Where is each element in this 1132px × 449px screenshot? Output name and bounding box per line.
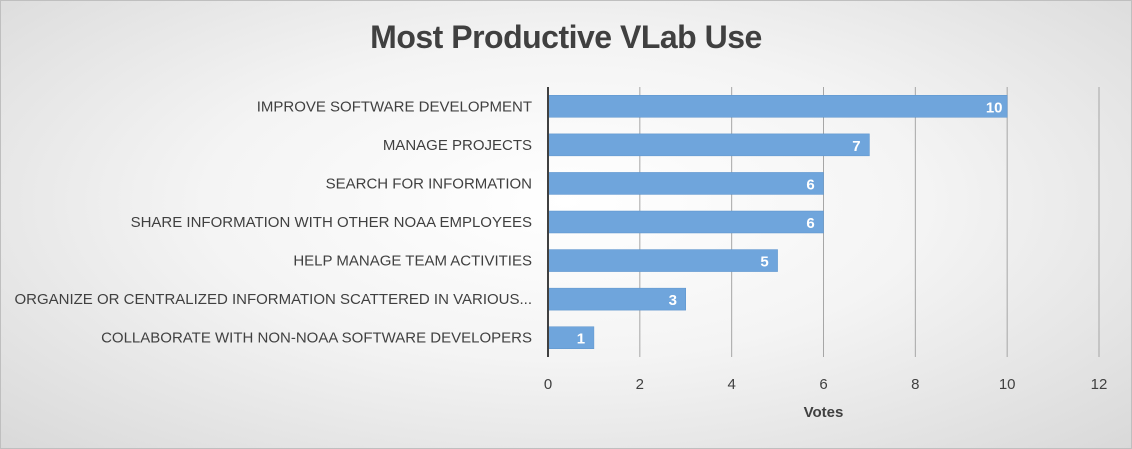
category-label: ORGANIZE OR CENTRALIZED INFORMATION SCAT… bbox=[14, 291, 532, 308]
x-tick-label: 6 bbox=[819, 376, 827, 393]
bar bbox=[547, 326, 595, 349]
category-label: COLLABORATE WITH NON-NOAA SOFTWARE DEVEL… bbox=[101, 330, 532, 347]
category-label: MANAGE PROJECTS bbox=[383, 137, 532, 154]
bar bbox=[547, 249, 778, 272]
x-tick-label: 0 bbox=[544, 376, 552, 393]
data-label: 1 bbox=[577, 331, 585, 348]
x-tick-label: 2 bbox=[636, 376, 644, 393]
data-label: 5 bbox=[760, 254, 768, 271]
x-tick-label: 8 bbox=[911, 376, 919, 393]
bar bbox=[547, 133, 870, 157]
data-label: 10 bbox=[986, 99, 1003, 116]
data-label: 6 bbox=[806, 215, 814, 232]
x-tick-label: 4 bbox=[727, 376, 735, 393]
data-label: 6 bbox=[806, 176, 814, 193]
bar bbox=[547, 287, 686, 311]
category-label: IMPROVE SOFTWARE DEVELOPMENT bbox=[257, 98, 532, 115]
category-label: HELP MANAGE TEAM ACTIVITIES bbox=[293, 253, 532, 270]
x-tick-label: 10 bbox=[999, 376, 1016, 393]
category-label: SEARCH FOR INFORMATION bbox=[326, 175, 532, 192]
bar bbox=[547, 210, 824, 234]
category-label: SHARE INFORMATION WITH OTHER NOAA EMPLOY… bbox=[131, 214, 532, 231]
data-label: 3 bbox=[669, 292, 677, 309]
data-label: 7 bbox=[852, 138, 860, 155]
x-tick-label: 12 bbox=[1091, 376, 1108, 393]
chart-title: Most Productive VLab Use bbox=[370, 19, 762, 55]
bar bbox=[547, 95, 1008, 118]
bar bbox=[547, 172, 824, 195]
x-axis-title: Votes bbox=[804, 404, 844, 421]
